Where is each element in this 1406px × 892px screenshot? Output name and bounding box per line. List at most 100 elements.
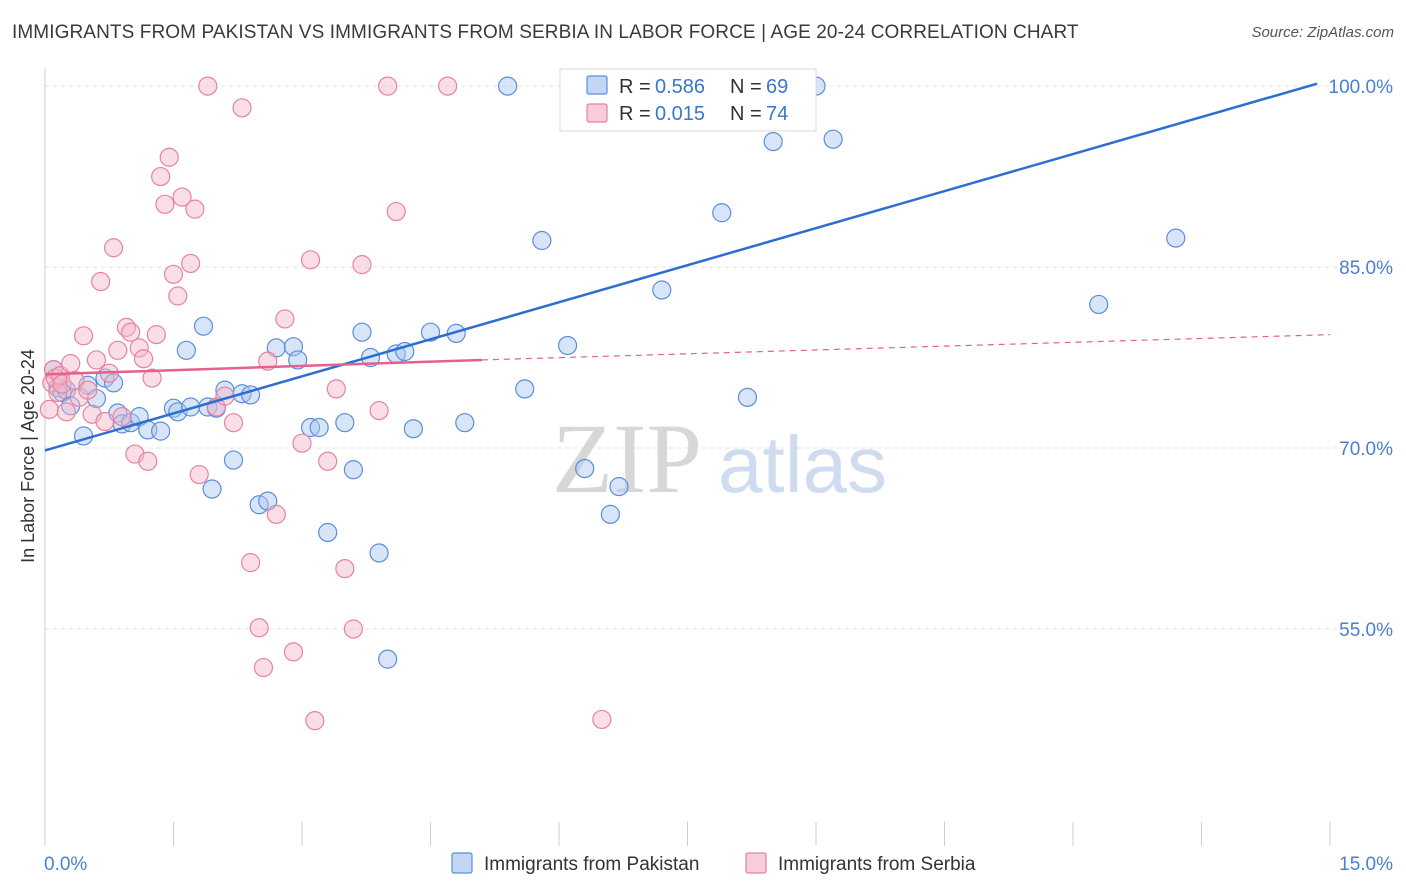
- point-serbia: [56, 402, 77, 422]
- x-tick-labels: 0.0% 15.0%: [44, 854, 1393, 875]
- point-serbia: [275, 309, 295, 329]
- watermark: ZIP atlas: [552, 403, 887, 514]
- point-pakistan: [532, 230, 552, 251]
- point-serbia: [168, 286, 188, 306]
- point-pakistan: [652, 280, 672, 300]
- point-serbia: [283, 642, 304, 662]
- y-tick-labels: 100.0% 85.0% 70.0% 55.0%: [1329, 77, 1394, 641]
- trend-line-serbia: [44, 358, 482, 376]
- trend-line-pakistan: [44, 82, 1318, 452]
- point-pakistan: [193, 316, 214, 336]
- point-serbia: [95, 411, 115, 432]
- point-serbia: [155, 194, 175, 214]
- point-serbia: [266, 504, 286, 524]
- watermark-zip: ZIP: [552, 403, 702, 514]
- point-serbia: [253, 657, 274, 678]
- stats-n-label-pakistan: N =: [730, 76, 762, 98]
- point-serbia: [108, 340, 128, 360]
- point-serbia: [39, 399, 59, 420]
- y-axis-title: In Labor Force | Age 20-24: [18, 349, 38, 563]
- point-serbia: [241, 553, 261, 573]
- point-serbia: [142, 368, 162, 388]
- stats-n-value-pakistan: 69: [766, 76, 788, 98]
- point-serbia: [163, 264, 184, 284]
- chart-title: IMMIGRANTS FROM PAKISTAN VS IMMIGRANTS F…: [12, 22, 1079, 43]
- point-serbia: [232, 98, 252, 118]
- point-pakistan: [737, 387, 758, 407]
- y-tick-label: 70.0%: [1339, 439, 1393, 460]
- point-serbia: [305, 711, 325, 731]
- stats-legend: R = 0.586 N = 69 R = 0.015 N = 74: [559, 68, 817, 132]
- point-pakistan: [1089, 294, 1109, 315]
- point-pakistan: [103, 373, 124, 393]
- point-pakistan: [343, 460, 363, 480]
- axes: [44, 68, 1331, 846]
- point-pakistan: [403, 419, 423, 439]
- point-pakistan: [498, 76, 518, 96]
- y-tick-label: 55.0%: [1339, 620, 1393, 641]
- point-serbia: [112, 407, 132, 427]
- point-pakistan: [557, 335, 578, 356]
- trend-extension-serbia: [481, 334, 1331, 361]
- source-label: Source: ZipAtlas.com: [1251, 24, 1394, 41]
- point-serbia: [138, 451, 158, 471]
- bottom-legend: Immigrants from Pakistan Immigrants from…: [451, 852, 976, 875]
- point-pakistan: [369, 543, 389, 563]
- point-pakistan: [575, 458, 595, 479]
- point-serbia: [181, 253, 201, 274]
- point-serbia: [151, 166, 171, 187]
- point-serbia: [249, 618, 269, 638]
- point-serbia: [386, 201, 406, 222]
- point-serbia: [78, 380, 98, 400]
- point-pakistan: [712, 203, 732, 223]
- point-serbia: [292, 433, 312, 453]
- point-serbia: [352, 255, 372, 275]
- point-serbia: [129, 338, 149, 358]
- point-pakistan: [318, 522, 338, 543]
- point-pakistan: [309, 417, 329, 438]
- x-tick-label: 0.0%: [44, 854, 87, 875]
- point-serbia: [103, 238, 124, 258]
- stats-r-label-pakistan: R =: [619, 76, 651, 98]
- point-serbia: [318, 451, 338, 471]
- point-serbia: [121, 322, 141, 342]
- point-serbia: [300, 250, 321, 270]
- stats-r-value-pakistan: 0.586: [655, 76, 705, 98]
- watermark-atlas: atlas: [718, 420, 887, 509]
- point-serbia: [73, 326, 94, 346]
- point-serbia: [185, 199, 205, 219]
- legend-label-serbia: Immigrants from Serbia: [778, 854, 976, 875]
- point-serbia: [189, 464, 209, 485]
- y-tick-label: 100.0%: [1329, 77, 1394, 98]
- legend-swatch-pakistan: [451, 852, 473, 874]
- point-pakistan: [335, 413, 355, 433]
- point-pakistan: [378, 649, 398, 669]
- point-serbia: [343, 619, 363, 639]
- data-points: [39, 76, 1186, 731]
- point-serbia: [86, 350, 107, 370]
- point-serbia: [378, 76, 398, 96]
- point-pakistan: [455, 413, 475, 433]
- point-serbia: [61, 353, 81, 374]
- point-serbia: [159, 147, 179, 167]
- point-pakistan: [823, 129, 843, 149]
- point-serbia: [133, 349, 154, 369]
- point-pakistan: [288, 350, 308, 370]
- point-pakistan: [600, 504, 621, 524]
- point-serbia: [335, 559, 355, 579]
- point-serbia: [146, 325, 166, 345]
- grid-lines: [45, 85, 1340, 630]
- point-serbia: [369, 401, 389, 421]
- stats-swatch-pakistan: [586, 75, 608, 95]
- point-serbia: [438, 76, 458, 96]
- trend-lines: [44, 82, 1331, 452]
- stats-n-value-serbia: 74: [766, 103, 788, 125]
- point-serbia: [172, 187, 192, 207]
- point-serbia: [91, 271, 111, 292]
- point-pakistan: [223, 450, 244, 470]
- legend-swatch-serbia: [745, 852, 767, 874]
- y-tick-label: 85.0%: [1339, 258, 1393, 279]
- point-pakistan: [202, 479, 222, 499]
- point-pakistan: [763, 131, 783, 152]
